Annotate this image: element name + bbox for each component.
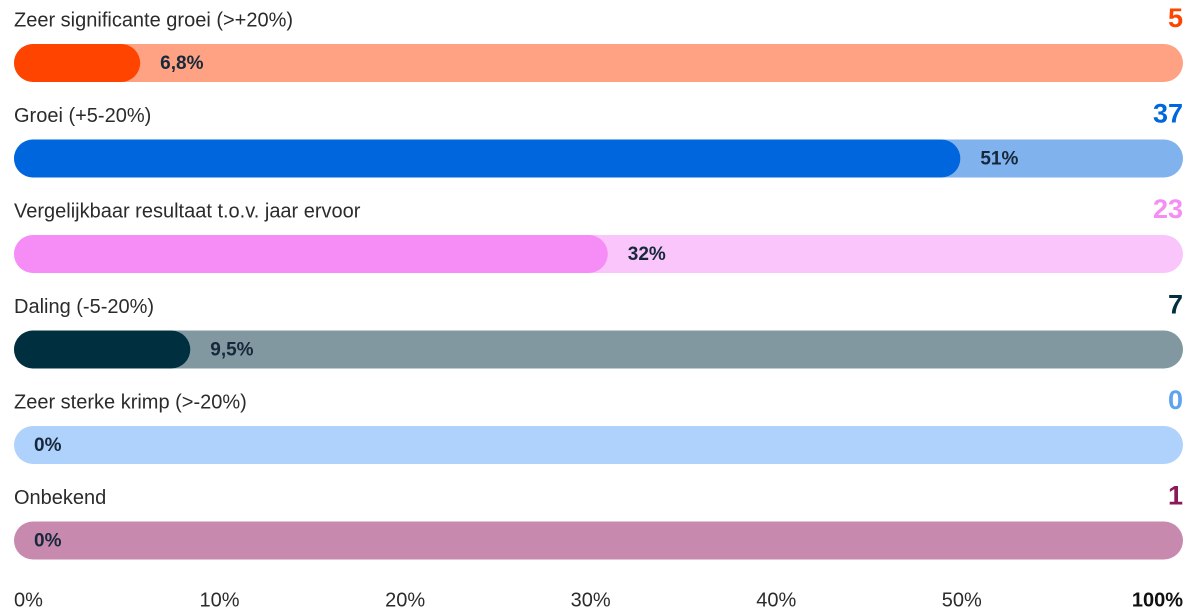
bar xyxy=(14,44,141,82)
value-label: 0% xyxy=(34,435,62,456)
x-tick-label: 40% xyxy=(756,589,796,611)
category-label: Groei (+5-20%) xyxy=(14,105,151,127)
count-label: 1 xyxy=(1168,481,1183,511)
x-tick-label: 20% xyxy=(385,589,425,611)
value-label: 51% xyxy=(980,149,1018,170)
axis-end-label: 100% xyxy=(1132,589,1183,611)
count-label: 0 xyxy=(1168,385,1183,415)
category-label: Zeer significante groei (>+20%) xyxy=(14,9,293,31)
x-tick-label: 50% xyxy=(942,589,982,611)
value-label: 0% xyxy=(34,531,62,552)
bar-track xyxy=(14,44,1183,82)
bar xyxy=(14,330,191,369)
x-tick-label: 30% xyxy=(571,589,611,611)
count-label: 7 xyxy=(1168,290,1183,320)
category-label: Vergelijkbaar resultaat t.o.v. jaar ervo… xyxy=(14,200,361,222)
category-label: Onbekend xyxy=(14,487,106,509)
category-label: Zeer sterke krimp (>-20%) xyxy=(14,391,247,413)
category-label: Daling (-5-20%) xyxy=(14,296,154,318)
count-label: 23 xyxy=(1153,194,1183,224)
bar xyxy=(14,139,961,178)
count-label: 37 xyxy=(1153,99,1183,129)
bar-track xyxy=(14,426,1183,464)
value-label: 6,8% xyxy=(160,53,203,74)
bar-track xyxy=(14,330,1183,369)
x-tick-label: 10% xyxy=(200,589,240,611)
value-label: 9,5% xyxy=(210,340,253,361)
bar-track xyxy=(14,521,1183,560)
bar xyxy=(14,235,608,273)
count-label: 5 xyxy=(1168,3,1183,33)
x-tick-label: 0% xyxy=(14,589,43,611)
value-label: 32% xyxy=(628,244,666,265)
